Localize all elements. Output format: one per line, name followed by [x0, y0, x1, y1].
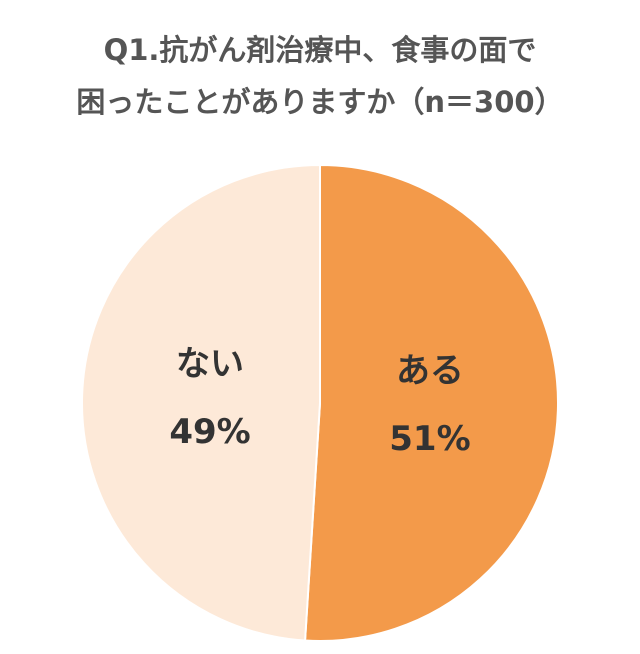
slice-label: ある [396, 351, 464, 391]
value-label: 49% [169, 412, 250, 452]
value-label: 51% [389, 419, 470, 459]
chart-title: 困ったことがありますか（n＝300） [76, 85, 563, 119]
slice-label: ない [176, 344, 244, 384]
chart-title: Q1.抗がん剤治療中、食事の面で [104, 33, 537, 67]
pie-slice [81, 163, 321, 642]
pie-slice [303, 163, 559, 642]
